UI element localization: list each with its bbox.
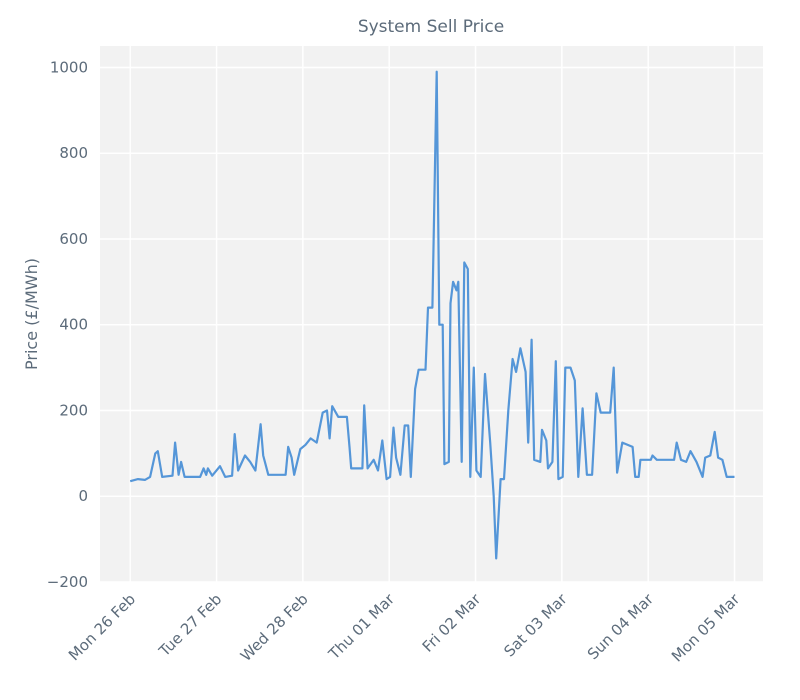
x-tick-label: Fri 02 Mar (419, 590, 485, 656)
y-axis-label: Price (£/MWh) (22, 258, 41, 370)
y-tick-label: 200 (59, 401, 88, 419)
chart-title: System Sell Price (358, 17, 504, 37)
price-line (129, 70, 735, 560)
x-tick-label: Wed 28 Feb (237, 590, 312, 665)
x-tick-label: Sat 03 Mar (500, 590, 571, 661)
x-tick-label: Mon 05 Mar (668, 590, 744, 666)
y-tick-label: 600 (59, 230, 88, 248)
y-tick-label: 1000 (50, 58, 88, 76)
x-tick-label: Mon 26 Feb (65, 590, 139, 664)
x-tick-label: Tue 27 Feb (155, 590, 226, 661)
y-tick-label: 800 (59, 144, 88, 162)
y-tick-label: −200 (47, 573, 88, 591)
x-tick-label: Sun 04 Mar (584, 590, 658, 664)
plot-area (100, 46, 763, 582)
y-tick-label: 400 (59, 316, 88, 334)
x-tick-label: Thu 01 Mar (324, 590, 398, 664)
y-tick-label: 0 (78, 487, 88, 505)
